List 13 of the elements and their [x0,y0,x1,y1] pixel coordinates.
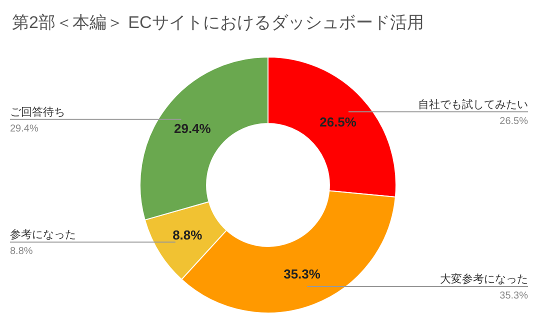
slice-label: 自社でも試してみたい [418,98,528,111]
chart-title: 第2部＜本編＞ ECサイトにおけるダッシュボード活用 [12,13,424,32]
text: 8.8% [10,246,33,258]
text: 35.3% [500,290,528,302]
data-label: 29.4% [174,120,212,136]
text: 26.5% [500,116,528,127]
slice-label: 参考になった [10,228,76,242]
slice-label: ご回答待ち [10,106,65,118]
data-label: 8.8% [172,228,203,243]
slice-label: 大変参考になった [440,272,528,286]
text: 29.4% [10,123,38,134]
data-label: 35.3% [284,266,321,282]
data-label: 26.5% [320,114,357,130]
